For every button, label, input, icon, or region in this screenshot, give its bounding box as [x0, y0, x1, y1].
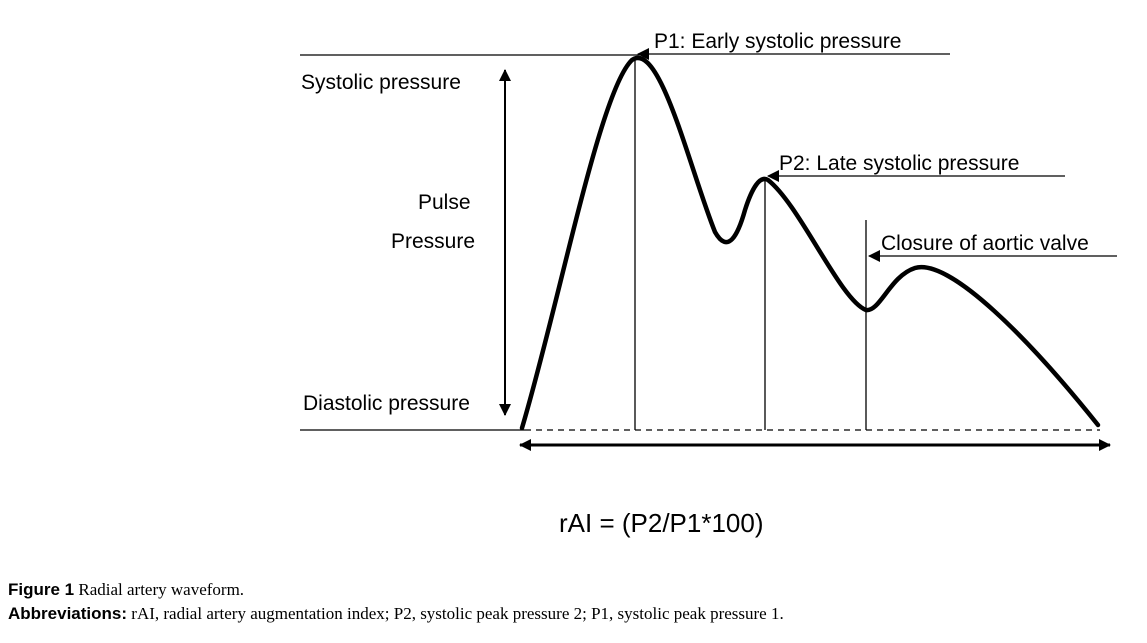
- abbreviations-label: Abbreviations:: [8, 604, 128, 623]
- abbreviations-text: rAI, radial artery augmentation index; P…: [131, 604, 784, 623]
- aortic-closure-label: Closure of aortic valve: [881, 232, 1089, 255]
- systolic-pressure-label: Systolic pressure: [301, 71, 461, 94]
- waveform-curve: [519, 55, 1101, 431]
- pulse-pressure-label-line1: Pulse: [418, 191, 471, 214]
- abbreviations-caption: Abbreviations: rAI, radial artery augmen…: [8, 604, 784, 624]
- figure-title: Radial artery waveform.: [78, 580, 245, 599]
- p2-label: P2: Late systolic pressure: [779, 152, 1019, 175]
- figure-number: Figure 1: [8, 580, 75, 599]
- rai-formula: rAI = (P2/P1*100): [559, 508, 764, 538]
- figure-caption: Figure 1 Radial artery waveform.: [8, 580, 244, 600]
- p1-label: P1: Early systolic pressure: [654, 30, 901, 53]
- pulse-pressure-label-line2: Pressure: [391, 230, 475, 253]
- diastolic-pressure-label: Diastolic pressure: [303, 392, 470, 415]
